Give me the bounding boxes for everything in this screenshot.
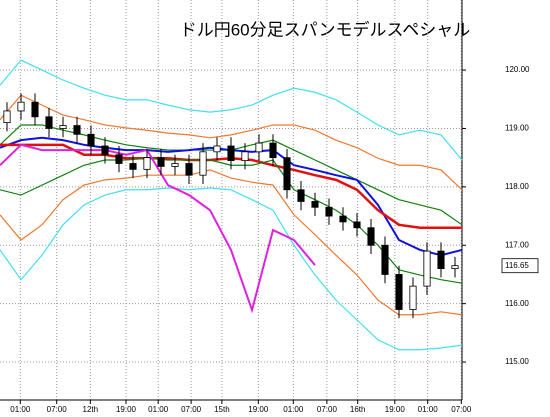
y-tick-label: 120.00 bbox=[505, 65, 530, 74]
overlay-line bbox=[0, 143, 316, 314]
candle-body bbox=[59, 125, 67, 129]
candle-body bbox=[241, 151, 249, 161]
overlay-line bbox=[0, 59, 463, 161]
candle-body bbox=[269, 142, 277, 159]
candle-body bbox=[283, 157, 291, 191]
y-tick-label: 117.00 bbox=[505, 240, 529, 249]
overlay-line bbox=[0, 187, 463, 351]
price-box bbox=[501, 258, 539, 274]
candle-body bbox=[423, 250, 431, 287]
candle-body bbox=[31, 101, 39, 118]
candle-body bbox=[255, 142, 263, 153]
candle-body bbox=[157, 157, 165, 167]
candle-body bbox=[297, 189, 305, 202]
candle-body bbox=[311, 201, 319, 208]
candle-body bbox=[339, 215, 347, 223]
x-tick-label: 01:00 bbox=[10, 405, 31, 414]
candle-body bbox=[325, 206, 333, 217]
x-tick-label: 07:00 bbox=[181, 405, 202, 414]
candle-body bbox=[437, 250, 445, 270]
x-tick-label: 01:00 bbox=[148, 405, 169, 414]
candle-body bbox=[213, 145, 221, 153]
x-tick-label: 07:00 bbox=[47, 405, 68, 414]
candle-body bbox=[129, 163, 137, 170]
x-tick-label: 01:00 bbox=[418, 405, 439, 414]
candle-body bbox=[87, 133, 95, 147]
candle-body bbox=[45, 116, 53, 129]
candle-body bbox=[227, 145, 235, 161]
candle-body bbox=[395, 274, 403, 310]
y-tick-label: 118.00 bbox=[505, 182, 529, 191]
candle-body bbox=[409, 285, 417, 310]
x-tick-label: 07:00 bbox=[317, 405, 338, 414]
x-tick-label: 19:00 bbox=[248, 405, 269, 414]
y-tick-label: 116.00 bbox=[505, 299, 529, 308]
x-tick-label: 07:00 bbox=[451, 405, 472, 414]
candle-body bbox=[73, 125, 81, 135]
x-tick-label: 01:00 bbox=[283, 405, 304, 414]
candle-body bbox=[367, 227, 375, 246]
candle-body bbox=[185, 163, 193, 176]
candle-body bbox=[17, 101, 25, 112]
candle-body bbox=[143, 157, 151, 170]
y-tick-label: 119.00 bbox=[505, 124, 529, 133]
overlay-line bbox=[0, 169, 463, 316]
x-tick-label: 16th bbox=[350, 405, 366, 414]
x-tick-label: 19:00 bbox=[385, 405, 406, 414]
candle-body bbox=[353, 221, 361, 229]
x-tick-label: 19:00 bbox=[116, 405, 137, 414]
candle-body bbox=[451, 265, 459, 270]
x-tick-label: 12th bbox=[83, 405, 99, 414]
candle-body bbox=[101, 145, 109, 156]
y-tick-label: 115.00 bbox=[505, 357, 529, 366]
candle-body bbox=[3, 110, 11, 124]
candle-body bbox=[381, 244, 389, 275]
x-tick-label: 15th bbox=[214, 405, 230, 414]
candle-body bbox=[199, 151, 207, 176]
candle-body bbox=[115, 154, 123, 164]
candle-body bbox=[171, 163, 179, 167]
current-price: 116.65 bbox=[505, 261, 529, 270]
chart-title: ドル円60分足スパンモデルスペシャル bbox=[180, 19, 471, 39]
